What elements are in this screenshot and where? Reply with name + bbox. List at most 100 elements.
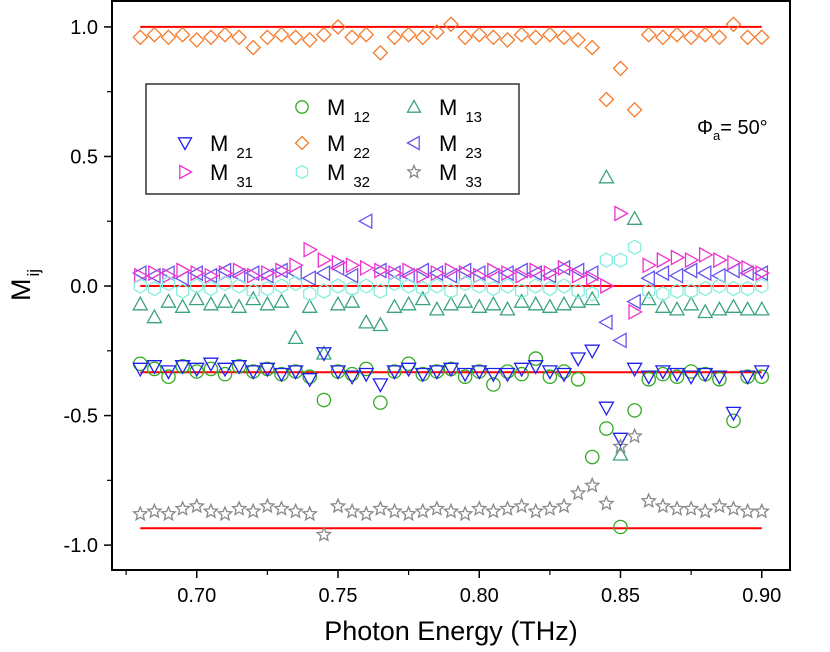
point-M23 [499, 264, 514, 282]
point-M23 [315, 264, 331, 282]
point-M21 [400, 362, 417, 378]
point-M12 [570, 371, 586, 387]
point-M32 [571, 283, 585, 299]
point-M21 [301, 373, 318, 388]
point-M13 [527, 295, 544, 311]
point-M32 [288, 275, 303, 292]
point-M23 [146, 267, 161, 284]
point-M22 [513, 26, 530, 43]
point-M12 [599, 421, 614, 436]
point-M32 [670, 283, 684, 299]
point-M12 [726, 413, 741, 429]
point-M21 [329, 365, 347, 380]
legend-item-M13: M 13 [406, 95, 482, 126]
legend-marker-M12 [295, 100, 309, 114]
legend-marker-M32 [295, 164, 309, 180]
legend-item-M32: M 32 [295, 160, 370, 191]
point-M12 [528, 351, 544, 366]
point-M13 [753, 300, 770, 316]
point-M13 [400, 295, 417, 311]
point-M23 [456, 262, 472, 279]
point-M32 [755, 278, 769, 294]
point-M13 [612, 446, 629, 461]
point-M31 [628, 303, 643, 321]
point-M13 [711, 300, 728, 316]
point-M21 [358, 367, 375, 383]
point-M23 [696, 264, 712, 282]
point-M33 [725, 500, 742, 516]
point-M12 [161, 369, 176, 385]
point-M21 [668, 367, 686, 383]
point-M33 [626, 427, 643, 444]
point-M22 [654, 29, 671, 46]
point-M32 [331, 278, 345, 294]
point-M32 [656, 286, 670, 302]
point-M32 [500, 278, 515, 294]
point-M31 [374, 262, 389, 279]
point-M22 [188, 31, 205, 48]
point-M13 [668, 300, 686, 316]
y-tick-label: -1.0 [64, 535, 98, 557]
point-M32 [274, 278, 289, 294]
point-M31 [359, 259, 375, 277]
point-M31 [755, 264, 771, 282]
point-M23 [654, 264, 670, 282]
point-M33 [160, 505, 177, 522]
svg-text:M32: M 32 [327, 160, 370, 191]
point-M31 [444, 262, 460, 279]
point-M21 [146, 360, 163, 375]
point-M31 [515, 267, 530, 284]
legend-item-M21: M 21 [177, 131, 253, 162]
point-M23 [202, 267, 218, 284]
point-M13 [146, 308, 163, 324]
point-M21 [230, 360, 248, 375]
point-M12 [486, 377, 501, 392]
point-M23 [583, 264, 599, 282]
point-M23 [739, 264, 754, 282]
point-M12 [231, 359, 247, 374]
point-M22 [245, 39, 262, 56]
point-M33 [301, 505, 319, 522]
point-M32 [246, 283, 260, 299]
point-M33 [711, 497, 728, 514]
point-M31 [303, 241, 319, 258]
point-M33 [682, 500, 700, 516]
point-M13 [569, 293, 587, 308]
point-M33 [583, 476, 601, 493]
point-M33 [485, 502, 502, 519]
point-M33 [555, 497, 573, 514]
point-M22 [372, 44, 389, 61]
point-M22 [386, 29, 403, 46]
point-M31 [656, 251, 672, 269]
y-tick-label: 0.0 [70, 276, 98, 298]
point-M21 [485, 367, 502, 383]
point-M32 [147, 280, 162, 297]
point-M22 [570, 31, 587, 48]
point-M22 [471, 26, 488, 43]
point-M22 [640, 26, 657, 43]
point-M22 [358, 26, 375, 43]
point-M13 [245, 290, 262, 306]
point-M12 [217, 366, 233, 382]
point-M13 [697, 303, 714, 319]
point-M21 [259, 362, 276, 378]
point-M13 [188, 290, 205, 306]
point-M21 [372, 378, 389, 393]
point-M33 [131, 505, 149, 522]
point-M23 [640, 270, 655, 287]
point-M21 [541, 365, 559, 380]
point-M13 [160, 293, 177, 308]
point-M22 [202, 29, 219, 46]
point-M31 [487, 262, 502, 279]
point-M21 [471, 365, 488, 380]
legend-label: M [439, 131, 457, 156]
legend-label: M [327, 95, 345, 120]
legend-label: M [327, 160, 345, 185]
point-M21 [456, 367, 474, 383]
svg-text:M13: M 13 [439, 95, 482, 126]
point-M32 [317, 283, 331, 299]
point-M22 [683, 29, 700, 46]
point-M13 [174, 298, 191, 313]
legend-item-M23: M 23 [406, 131, 482, 162]
